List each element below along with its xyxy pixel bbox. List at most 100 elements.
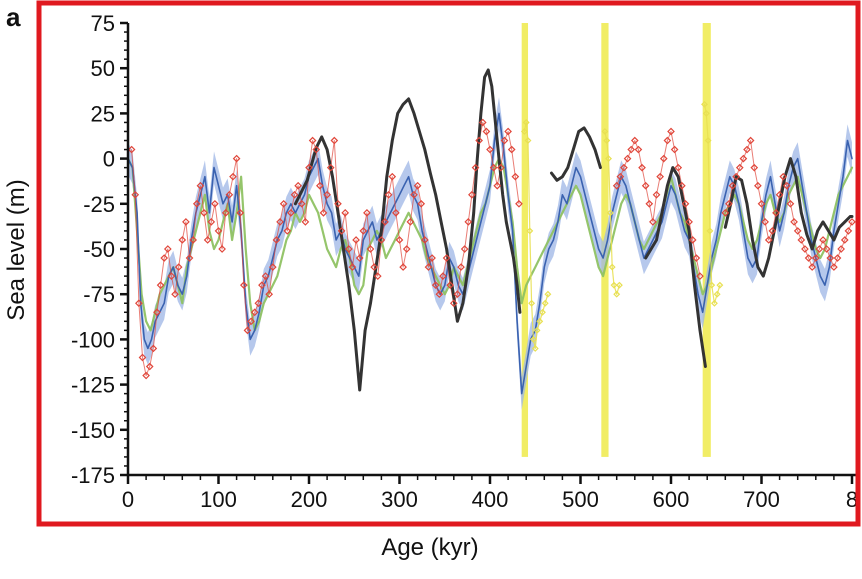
- red-data-point: [207, 218, 216, 226]
- red-data-point: [728, 181, 737, 190]
- red-data-point: [290, 190, 299, 199]
- red-data-point: [743, 145, 751, 154]
- red-data-point: [417, 199, 426, 208]
- yellow-data-point: [704, 137, 712, 144]
- highlight-band: [521, 23, 529, 457]
- x-tick-label: 500: [562, 487, 599, 512]
- red-data-point: [638, 163, 646, 172]
- red-data-point: [457, 263, 465, 271]
- red-data-point: [272, 236, 281, 244]
- red-data-point: [250, 308, 259, 317]
- y-tick-label: -100: [71, 327, 115, 352]
- red-data-point: [486, 145, 494, 154]
- x-tick-label: 8: [846, 487, 858, 512]
- red-data-point: [732, 172, 741, 181]
- red-data-point: [685, 218, 693, 226]
- red-data-point: [431, 281, 440, 290]
- red-data-point: [341, 208, 350, 217]
- red-data-point: [301, 218, 310, 226]
- red-data-point: [822, 245, 831, 253]
- red-data-point: [667, 127, 675, 136]
- red-data-point: [185, 254, 194, 262]
- x-axis-ticks: 0 100 200 300 400 500 600 700 8: [122, 475, 858, 512]
- red-data-point: [830, 263, 838, 271]
- red-data-point: [413, 181, 422, 190]
- red-data-point: [804, 254, 813, 262]
- yellow-data-point: [716, 281, 724, 289]
- y-tick-label: 50: [91, 56, 115, 81]
- red-data-point: [247, 317, 255, 326]
- red-data-point: [511, 172, 520, 181]
- red-data-point: [388, 172, 397, 181]
- red-data-point: [384, 190, 393, 199]
- red-data-point: [801, 245, 809, 253]
- red-data-point: [439, 272, 447, 280]
- red-data-point: [630, 136, 639, 145]
- red-data-point: [308, 136, 317, 145]
- blue-series-line: [127, 112, 853, 395]
- red-data-point: [182, 218, 190, 226]
- red-data-point: [750, 163, 759, 172]
- red-data-point: [373, 272, 382, 280]
- y-tick-label: 25: [91, 101, 115, 126]
- red-data-point: [243, 326, 252, 335]
- red-data-point: [131, 190, 140, 199]
- yellow-data-point: [706, 227, 714, 235]
- red-data-point: [464, 218, 473, 226]
- yellow-data-point: [544, 290, 552, 298]
- yellow-data-point: [524, 137, 532, 144]
- red-data-point: [775, 190, 784, 199]
- red-data-point: [612, 181, 621, 190]
- red-data-point: [258, 281, 266, 290]
- red-data-point: [239, 281, 248, 290]
- red-data-point: [211, 199, 219, 208]
- black-series-line: [293, 68, 522, 392]
- series-markers: [127, 100, 856, 380]
- yellow-data-point: [608, 263, 616, 271]
- red-data-point: [221, 208, 230, 217]
- red-data-point: [815, 245, 824, 253]
- red-data-point: [656, 172, 664, 181]
- yellow-data-point: [526, 227, 534, 235]
- red-data-point: [149, 344, 158, 353]
- red-data-point: [808, 263, 817, 271]
- red-data-point: [167, 272, 176, 280]
- yellow-data-point: [610, 281, 618, 289]
- red-data-point: [200, 208, 208, 217]
- red-data-point: [352, 236, 360, 244]
- plot-area: [126, 23, 856, 457]
- red-data-point: [645, 199, 654, 208]
- red-data-point: [287, 208, 295, 217]
- red-data-point: [739, 154, 748, 163]
- yellow-data-point: [603, 137, 611, 144]
- y-tick-label: -50: [83, 237, 115, 262]
- red-data-point: [229, 172, 237, 181]
- red-data-point: [497, 163, 505, 172]
- red-data-point: [312, 145, 321, 154]
- red-data-point: [468, 190, 476, 199]
- red-data-point: [218, 245, 226, 253]
- red-data-point: [641, 181, 650, 190]
- red-data-point: [142, 371, 150, 380]
- red-data-point: [500, 136, 509, 145]
- y-tick-label: -125: [71, 373, 115, 398]
- red-data-point: [721, 208, 730, 217]
- red-data-point: [392, 208, 400, 217]
- red-data-point: [145, 362, 154, 371]
- red-data-point: [319, 208, 328, 217]
- red-data-point: [826, 254, 835, 262]
- red-data-point: [634, 145, 643, 154]
- red-data-point: [725, 199, 733, 208]
- y-tick-label: -150: [71, 418, 115, 443]
- yellow-data-point: [529, 335, 537, 343]
- red-data-point: [276, 218, 284, 226]
- red-data-point: [171, 290, 179, 299]
- yellow-data-point: [520, 128, 528, 135]
- yellow-data-point: [541, 299, 549, 307]
- red-data-point: [428, 254, 436, 262]
- red-data-point: [504, 127, 512, 136]
- yellow-data-point: [708, 281, 716, 289]
- red-data-point: [305, 163, 313, 172]
- red-data-point: [475, 136, 483, 145]
